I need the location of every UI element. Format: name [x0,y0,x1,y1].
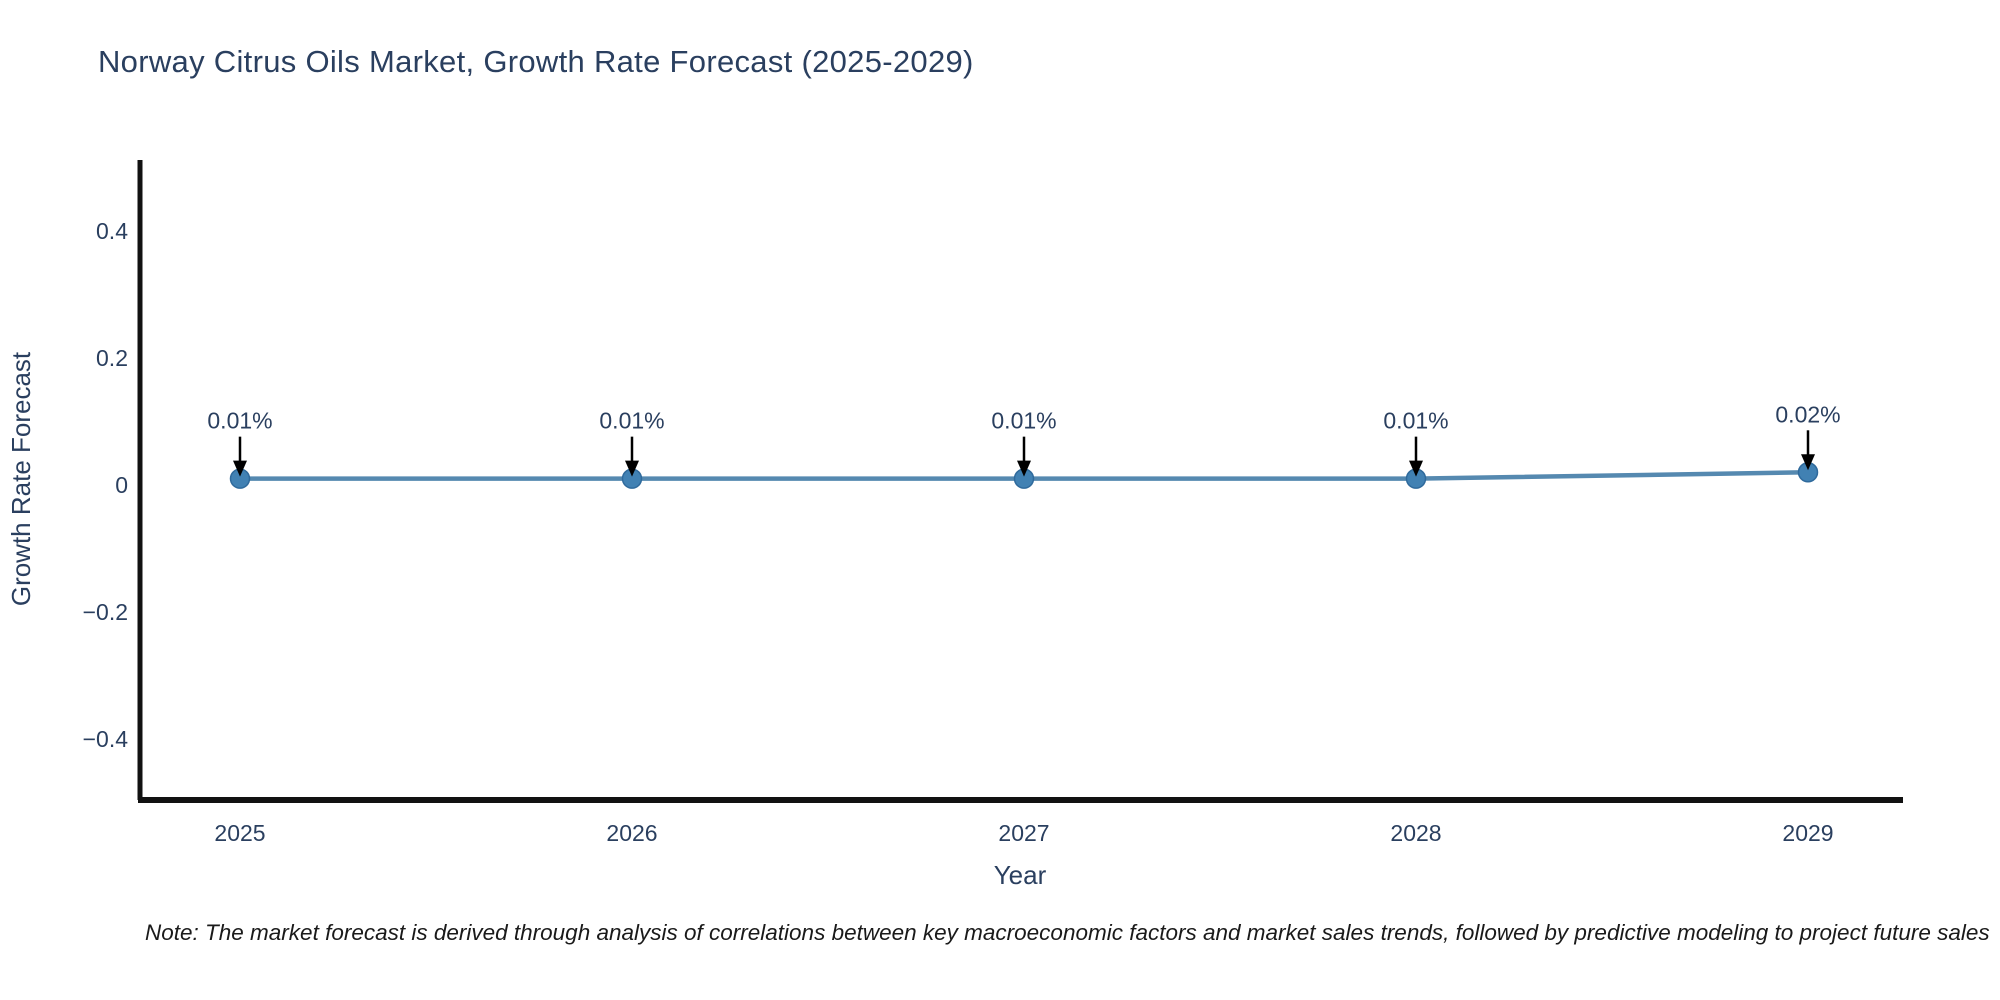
chart-title: Norway Citrus Oils Market, Growth Rate F… [98,44,974,79]
data-point-label: 0.01% [207,408,272,434]
x-tick-label: 2028 [1390,820,1441,846]
y-tick-label: 0.4 [96,218,128,244]
annotation-arrowhead [233,460,247,477]
y-axis-title: Growth Rate Forecast [6,351,36,606]
annotation-arrowhead [1801,454,1815,471]
x-tick-label: 2026 [606,820,657,846]
y-tick-label: −0.2 [83,599,128,625]
data-point-label: 0.01% [599,408,664,434]
y-tick-label: 0.2 [96,345,128,371]
footnote: Note: The market forecast is derived thr… [145,920,1990,945]
annotation-arrowhead [625,460,639,477]
annotation-arrowhead [1017,460,1031,477]
data-point-label: 0.02% [1775,401,1840,427]
x-axis-title: Year [994,860,1047,890]
x-tick-label: 2027 [998,820,1049,846]
data-point-label: 0.01% [1383,408,1448,434]
annotation-arrowhead [1409,460,1423,477]
y-tick-label: 0 [115,472,128,498]
y-tick-label: −0.4 [83,726,129,752]
x-tick-label: 2025 [214,820,265,846]
x-tick-label: 2029 [1782,820,1833,846]
data-point-label: 0.01% [991,408,1056,434]
